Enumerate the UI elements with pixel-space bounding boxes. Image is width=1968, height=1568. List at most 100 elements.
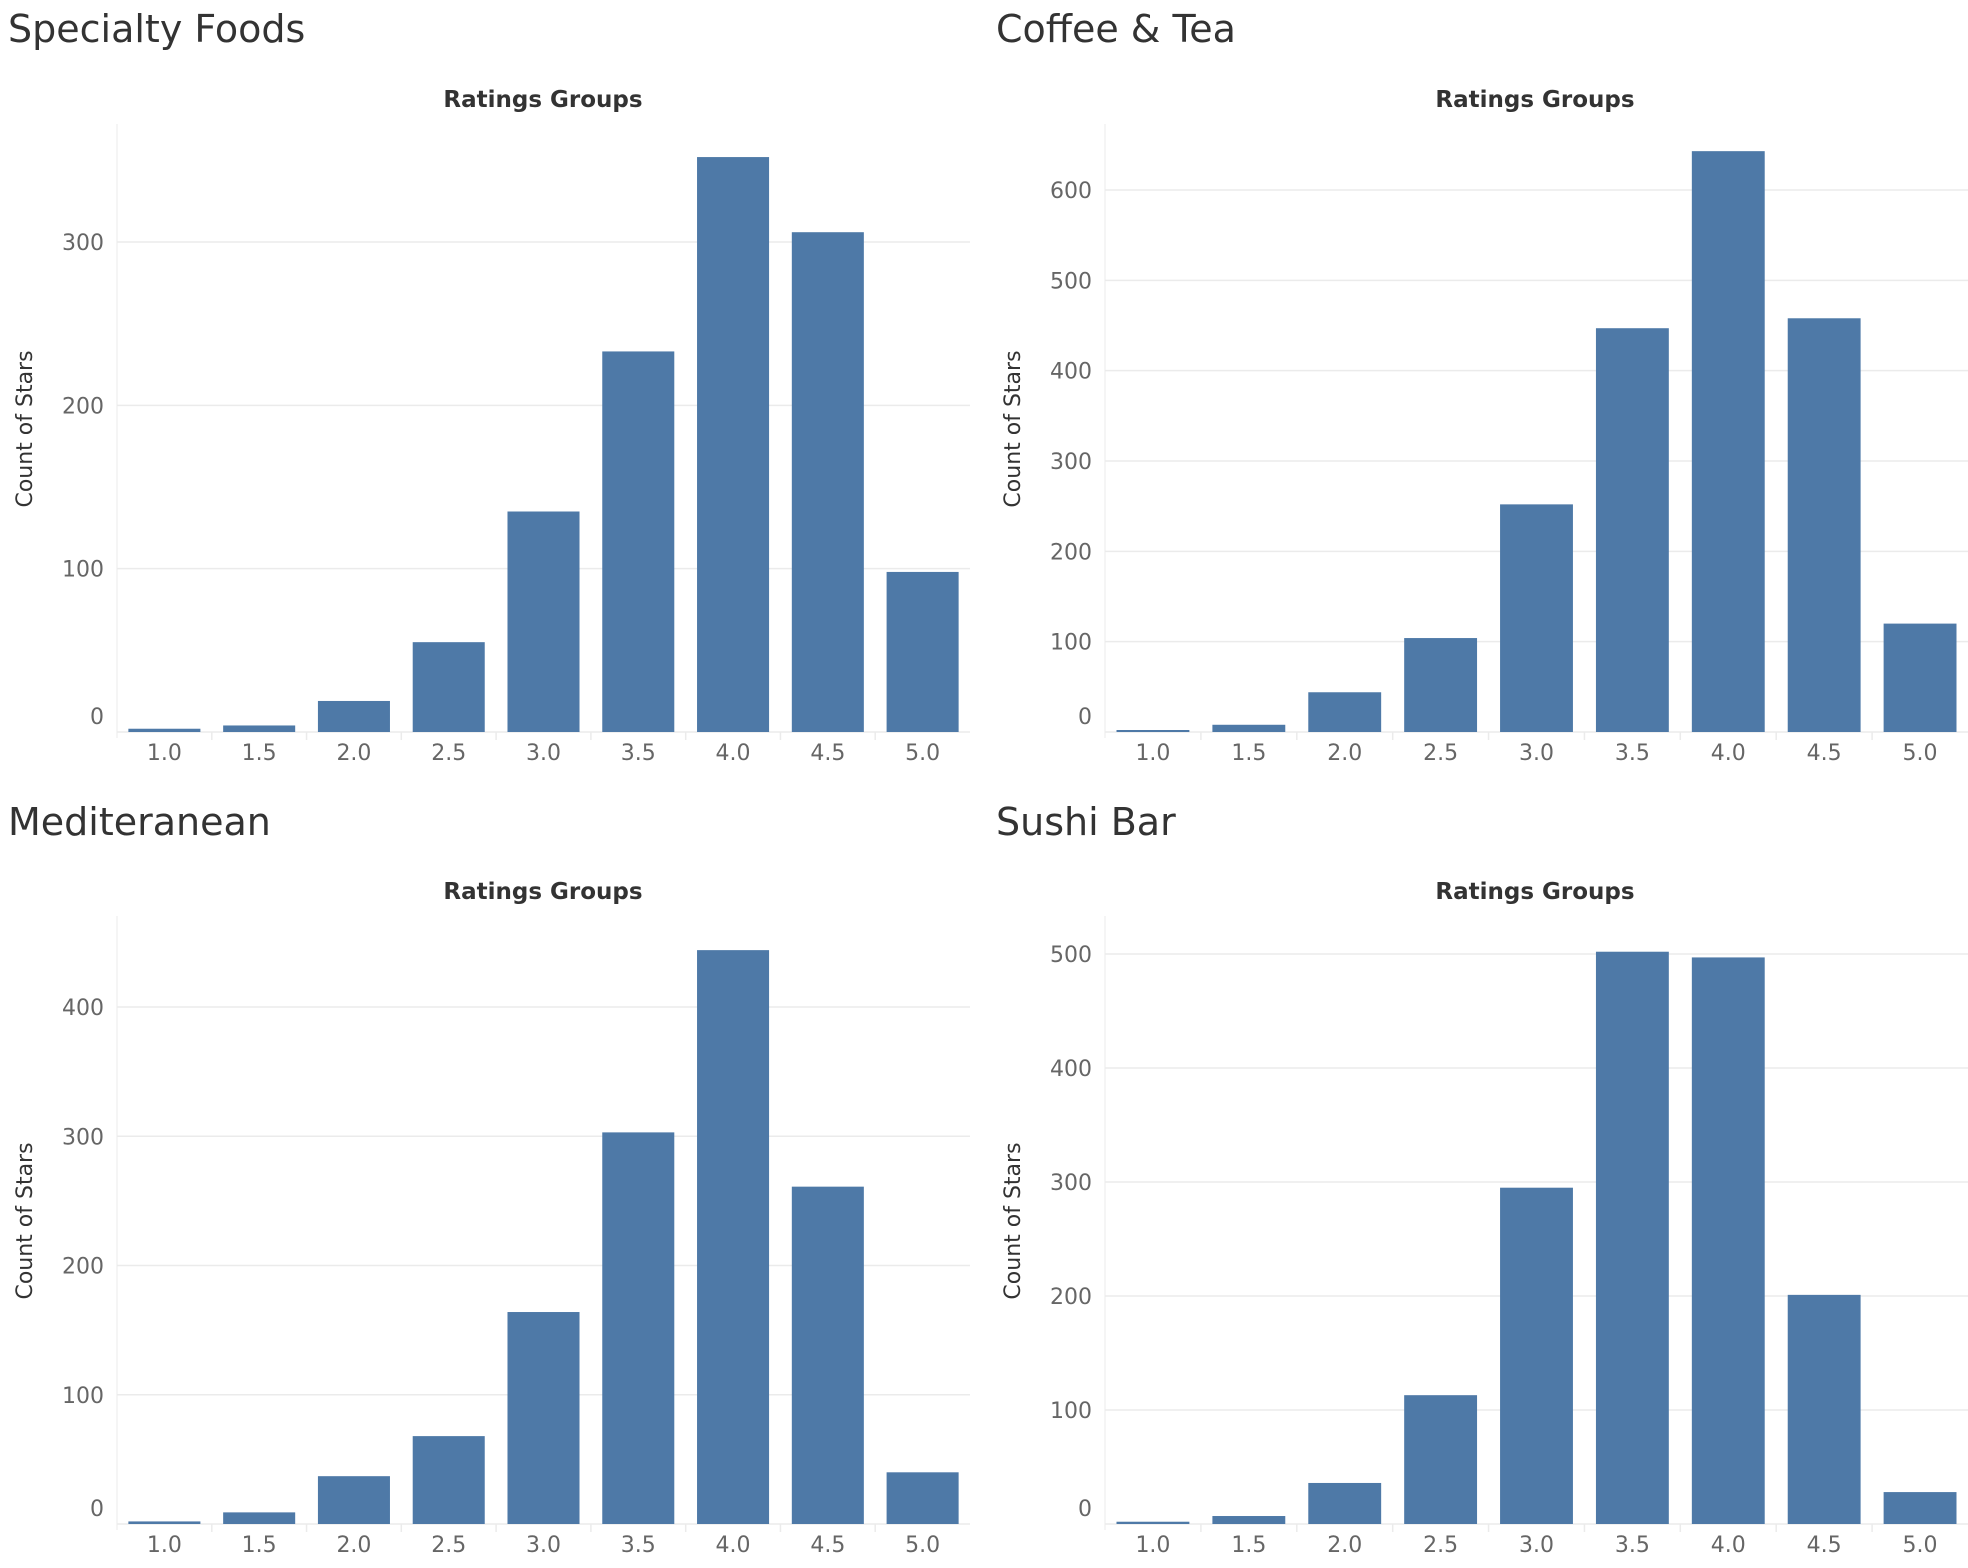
y-tick-label: 100 <box>62 558 104 583</box>
bar-4-0 <box>1691 151 1765 732</box>
x-axis-title: Ratings Groups <box>443 879 642 905</box>
x-tick-label: 4.0 <box>716 741 751 766</box>
chart-panel-4: Sushi Bar Ratings Groups Count of Stars 0 10… <box>996 800 1968 1558</box>
bar-2-5 <box>412 1436 485 1524</box>
bar-3-5 <box>602 1132 675 1524</box>
y-axis-title: Count of Stars <box>1001 1142 1026 1299</box>
x-tick-label: 1.0 <box>1135 741 1170 766</box>
chart-title: Specialty Foods <box>8 7 305 51</box>
x-tick-label: 4.0 <box>1711 741 1746 766</box>
bar-3-5 <box>602 351 675 732</box>
chart-panel-1: Specialty Foods Ratings Groups Count of St… <box>8 7 970 766</box>
x-axis-title: Ratings Groups <box>1435 879 1634 905</box>
bar-4-5 <box>1787 318 1861 732</box>
x-tick-label: 2.5 <box>431 1533 466 1558</box>
y-tick-label: 500 <box>1050 943 1092 968</box>
chart-panel-2: Coffee & Tea Ratings Groups Count of Stars… <box>996 7 1968 766</box>
x-tick-label: 4.5 <box>810 741 845 766</box>
x-tick-label: 4.5 <box>1807 741 1842 766</box>
bar-3-5 <box>1595 951 1669 1524</box>
bar-4-5 <box>791 232 864 732</box>
x-axis-title: Ratings Groups <box>1435 87 1634 113</box>
x-tick-label: 1.5 <box>1231 1533 1266 1558</box>
bar-1-0 <box>1116 1521 1190 1524</box>
x-tick-label: 1.0 <box>147 1533 182 1558</box>
x-tick-label: 4.0 <box>1711 1533 1746 1558</box>
x-tick-label: 1.5 <box>1231 741 1266 766</box>
y-tick-label: 0 <box>1078 705 1092 730</box>
bar-3-0 <box>1500 504 1573 732</box>
bar-4-5 <box>1787 1294 1861 1524</box>
y-axis-title: Count of Stars <box>13 350 38 507</box>
y-tick-label: 300 <box>1050 450 1092 475</box>
y-tick-label: 300 <box>62 1125 104 1150</box>
y-tick-label: 100 <box>62 1384 104 1409</box>
bar-5-0 <box>886 571 959 732</box>
y-tick-label: 200 <box>1050 1285 1092 1310</box>
x-tick-label: 3.5 <box>1615 741 1650 766</box>
y-tick-label: 0 <box>90 1497 104 1522</box>
bar-4-0 <box>697 157 770 733</box>
x-tick-label: 4.5 <box>1807 1533 1842 1558</box>
chart-title: Sushi Bar <box>996 800 1176 844</box>
bar-2-5 <box>1404 1395 1478 1524</box>
bar-4-0 <box>1691 957 1765 1524</box>
x-tick-label: 3.0 <box>526 1533 561 1558</box>
x-tick-label: 5.0 <box>1903 741 1938 766</box>
x-tick-label: 1.5 <box>242 741 277 766</box>
x-tick-label: 3.0 <box>526 741 561 766</box>
x-tick-label: 3.5 <box>621 1533 656 1558</box>
x-tick-label: 2.5 <box>1423 741 1458 766</box>
x-tick-label: 3.0 <box>1519 741 1554 766</box>
x-tick-label: 1.0 <box>1135 1533 1170 1558</box>
y-tick-label: 100 <box>1050 631 1092 656</box>
bar-5-0 <box>886 1472 959 1524</box>
chart-panel-3: Mediteranean Ratings Groups Count of Stars… <box>8 800 970 1558</box>
y-tick-label: 400 <box>62 996 104 1021</box>
bar-5-0 <box>1883 1492 1957 1524</box>
y-tick-label: 100 <box>1050 1399 1092 1424</box>
y-axis-title: Count of Stars <box>1001 350 1026 507</box>
x-tick-label: 2.0 <box>1327 741 1362 766</box>
bar-3-0 <box>507 1312 580 1524</box>
y-tick-label: 300 <box>62 231 104 256</box>
x-tick-label: 2.5 <box>1423 1533 1458 1558</box>
y-tick-label: 0 <box>1078 1497 1092 1522</box>
bar-5-0 <box>1883 623 1957 732</box>
x-tick-label: 2.0 <box>1327 1533 1362 1558</box>
y-tick-label: 600 <box>1050 179 1092 204</box>
y-tick-label: 200 <box>62 394 104 419</box>
x-tick-label: 2.5 <box>431 741 466 766</box>
y-tick-label: 200 <box>1050 540 1092 565</box>
bar-4-0 <box>697 950 770 1524</box>
chart-title: Mediteranean <box>8 800 271 844</box>
bar-1-0 <box>128 1521 201 1524</box>
x-tick-label: 1.0 <box>147 741 182 766</box>
chart-title: Coffee & Tea <box>996 7 1236 51</box>
y-tick-label: 400 <box>1050 360 1092 385</box>
x-tick-label: 2.0 <box>336 1533 371 1558</box>
x-tick-label: 2.0 <box>336 741 371 766</box>
x-tick-label: 3.5 <box>1615 1533 1650 1558</box>
x-tick-label: 3.5 <box>621 741 656 766</box>
x-tick-label: 4.5 <box>810 1533 845 1558</box>
bar-2-0 <box>1308 692 1382 732</box>
x-tick-label: 4.0 <box>716 1533 751 1558</box>
bar-3-0 <box>1500 1187 1573 1524</box>
bar-4-5 <box>791 1186 864 1524</box>
bar-3-0 <box>507 511 580 732</box>
y-tick-label: 0 <box>90 705 104 730</box>
x-tick-label: 5.0 <box>905 741 940 766</box>
bar-3-5 <box>1595 328 1669 732</box>
bar-1-0 <box>128 728 201 732</box>
y-tick-label: 500 <box>1050 269 1092 294</box>
bar-2-0 <box>317 1476 390 1524</box>
bar-2-5 <box>1404 638 1478 732</box>
bar-2-0 <box>317 700 390 732</box>
y-tick-label: 400 <box>1050 1057 1092 1082</box>
bar-2-5 <box>412 642 485 732</box>
bar-1-5 <box>1212 724 1286 732</box>
y-tick-label: 200 <box>62 1255 104 1280</box>
bar-1-5 <box>1212 1516 1286 1524</box>
